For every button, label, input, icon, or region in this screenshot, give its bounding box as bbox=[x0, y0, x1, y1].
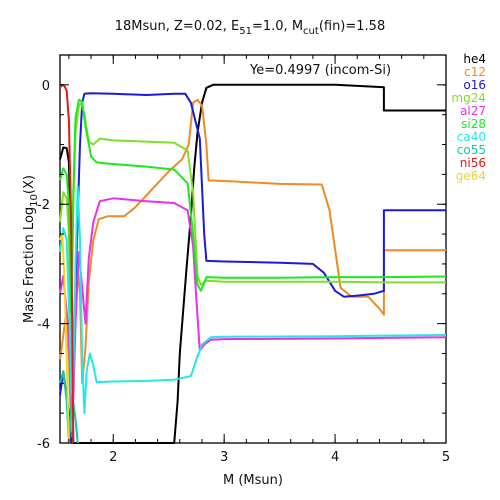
chart-title: 18Msun, Z=0.02, E51=1.0, Mcut(fin)=1.58 bbox=[115, 19, 385, 37]
legend-entry-co55: co55 bbox=[457, 143, 486, 157]
x-tick-label: 3 bbox=[220, 450, 228, 465]
legend-entry-mg24: mg24 bbox=[451, 91, 486, 105]
series-line-mg24 bbox=[59, 101, 446, 355]
plot-frame bbox=[59, 54, 447, 444]
legend-entry-he4: he4 bbox=[463, 52, 486, 66]
y-axis-label: Mass Fraction Log10(X) bbox=[22, 175, 40, 323]
series-layer bbox=[59, 83, 447, 444]
y-tick-label: -2 bbox=[37, 198, 50, 213]
legend-entry-ca40: ca40 bbox=[457, 130, 486, 144]
x-tick-label: 4 bbox=[331, 450, 339, 465]
x-axis-label: M (Msun) bbox=[223, 473, 283, 488]
legend-entry-si28: si28 bbox=[461, 117, 486, 131]
x-tick-label: 2 bbox=[109, 450, 117, 465]
legend-entry-c12: c12 bbox=[464, 65, 486, 79]
y-tick-label: -6 bbox=[37, 437, 50, 452]
composition-annotation: Ye=0.4997 (incom-Si) bbox=[249, 63, 391, 78]
series-line-ca40 bbox=[59, 185, 447, 433]
legend-entry-al27: al27 bbox=[460, 104, 486, 118]
legend-entry-ge64: ge64 bbox=[456, 169, 486, 183]
ticks-layer: 2 3 4 5 0 -2 -4 -6 bbox=[37, 54, 450, 465]
series-line-he4 bbox=[59, 83, 446, 444]
series-line-ge64 bbox=[59, 233, 70, 444]
x-tick-label: 5 bbox=[442, 450, 450, 465]
legend-entry-ni56: ni56 bbox=[460, 156, 486, 170]
legend-entry-o16: o16 bbox=[463, 78, 486, 92]
series-line-si28 bbox=[59, 98, 447, 313]
y-tick-label: 0 bbox=[42, 79, 50, 94]
y-tick-label: -4 bbox=[37, 318, 50, 333]
series-line-al27 bbox=[59, 197, 447, 438]
series-line-o16 bbox=[59, 92, 446, 444]
